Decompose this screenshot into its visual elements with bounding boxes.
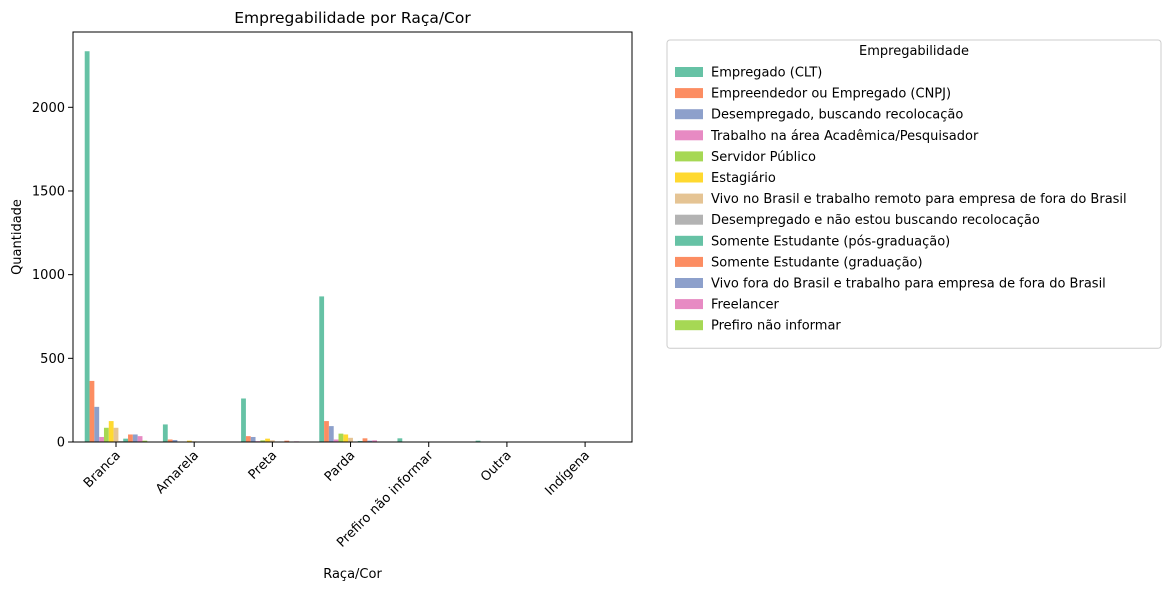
bar-1-5 [103,427,109,442]
bar-1-7 [113,427,119,442]
bar-6-1 [475,440,481,442]
legend-label: Servidor Público [711,150,816,165]
legend-swatch [675,130,703,141]
bar-1-13 [142,440,148,442]
bar-1-12 [137,436,143,442]
bar-5-1 [397,438,403,442]
legend-label: Vivo no Brasil e trabalho remoto para em… [711,192,1127,207]
bar-3-6 [265,438,270,442]
bar-2-3 [172,439,178,442]
bar-1-3 [94,406,100,442]
x-tick-label: Outra [478,448,515,485]
bar-4-3 [328,426,334,442]
bar-2-1 [162,424,168,442]
y-tick-label: 2000 [32,101,65,116]
legend-items: Empregado (CLT) Empreendedor ou Empregado… [675,66,1127,334]
bar-1-6 [108,421,114,442]
legend-title: Empregabilidade [859,44,969,59]
legend-swatch [675,320,703,331]
bar-4-11 [367,440,373,442]
y-tick-label: 500 [40,352,65,367]
legend-label: Estagiário [711,171,776,186]
legend-swatch [675,172,703,183]
legend-swatch [675,278,703,288]
bar-2-6 [186,440,192,442]
bar-2-2 [167,439,173,442]
legend-label: Somente Estudante (graduação) [711,255,923,270]
legend-frame [666,39,1162,349]
bar-4-6 [343,434,349,442]
bar-3-3 [250,436,256,442]
bar-4-4 [333,439,339,442]
legend-label: Vivo fora do Brasil e trabalho para empr… [711,277,1106,292]
legend-swatch [675,88,703,99]
bars [84,51,559,442]
legend-label: Empreendedor ou Empregado (CNPJ) [711,87,951,102]
legend-swatch [675,256,703,267]
bar-3-2 [245,436,251,442]
legend-label: Empregado (CLT) [711,66,822,81]
bar-1-10 [128,434,133,442]
legend-swatch [675,235,703,246]
bar-1-1 [84,51,90,442]
x-tick-label: Amarela [153,448,202,497]
legend-swatch [675,109,703,120]
x-tick-label: Indígena [542,448,592,498]
bar-4-2 [324,421,329,442]
bar-3-7 [269,440,275,442]
bar-4-9 [357,440,363,442]
y-axis-title: Quantidade [10,199,25,275]
legend-label: Desempregado e não estou buscando recolo… [711,213,1040,228]
bar-1-2 [89,380,95,442]
legend: Empregabilidade Empregado (CLT) Empreende… [666,39,1162,349]
y-tick-label: 1500 [32,184,65,199]
legend-label: Prefiro não informar [711,319,841,334]
legend-label: Freelancer [711,298,780,313]
bar-4-7 [348,437,353,442]
bar-1-9 [123,438,129,442]
legend-swatch [675,299,703,310]
x-tick-label: Branca [81,448,124,491]
x-axis-title: Raça/Cor [323,567,382,582]
legend-label: Trabalho na área Acadêmica/Pesquisador [710,129,979,144]
legend-swatch [675,214,703,225]
x-tick-label: Parda [322,448,358,484]
plot-area-frame [72,31,633,443]
legend-label: Somente Estudante (pós-graduação) [711,234,950,249]
legend-swatch [675,67,703,77]
bar-1-11 [132,434,138,442]
y-tick-label: 1000 [32,268,65,283]
x-tick-label: Preta [246,448,280,482]
bar-4-10 [362,438,368,442]
bar-1-4 [99,436,104,442]
legend-label: Desempregado, buscando recolocação [711,108,963,123]
bar-3-1 [241,398,246,442]
bar-4-5 [338,433,344,442]
chart-title: Empregabilidade por Raça/Cor [234,9,471,27]
bar-3-10 [284,440,290,442]
legend-swatch [675,193,703,204]
bar-4-12 [372,440,378,442]
bar-4-1 [319,296,325,442]
bar-3-5 [260,440,266,442]
y-tick-label: 0 [57,436,65,451]
y-axis: 0 500 1000 1500 2000 [32,101,73,451]
legend-swatch [675,151,703,162]
